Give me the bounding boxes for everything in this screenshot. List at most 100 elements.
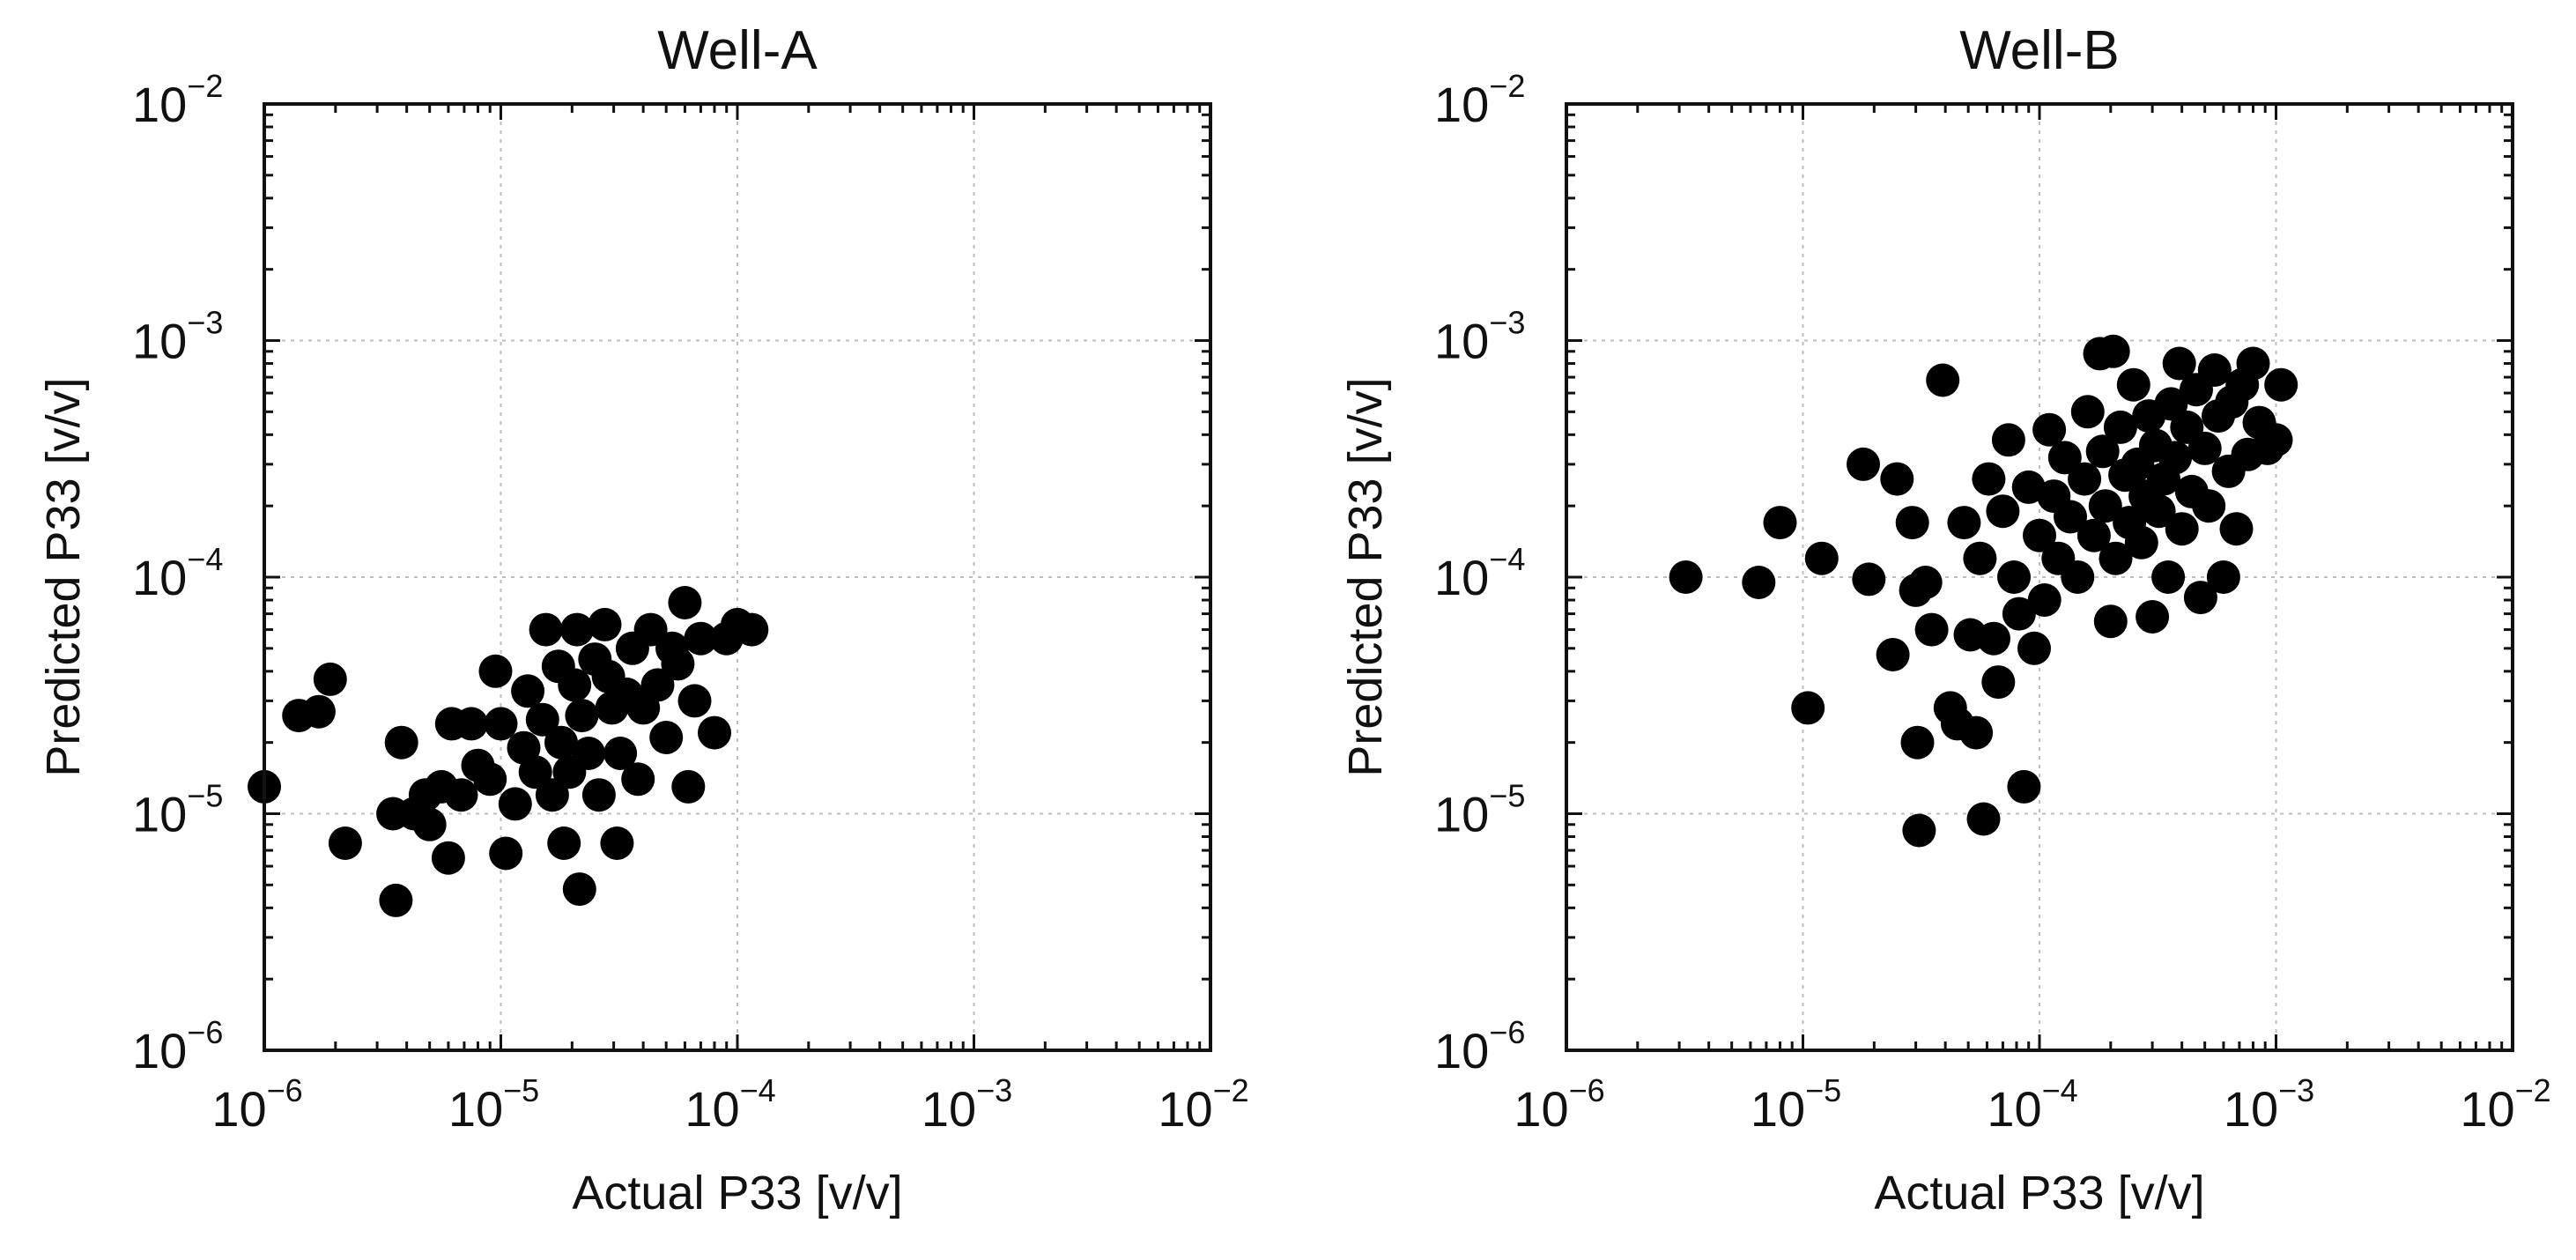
data-point — [489, 836, 523, 871]
data-point — [2136, 600, 2170, 634]
data-point — [313, 662, 347, 696]
data-point — [2236, 346, 2270, 381]
data-point — [2002, 597, 2036, 631]
data-point — [1895, 506, 1929, 540]
data-point — [444, 778, 478, 812]
data-point — [1926, 363, 1960, 397]
data-point — [1742, 566, 1776, 599]
x-tick-label: 10−2 — [1158, 1072, 1248, 1137]
data-point — [1966, 802, 2001, 836]
data-point — [649, 721, 684, 754]
data-point — [1880, 462, 1914, 496]
data-point — [1972, 462, 2006, 496]
panel-well-a: 10−6 10−5 10−4 10−3 10−2 10−6 10−5 10−4 10−3 10−2… — [37, 20, 1249, 1219]
data-point — [600, 826, 634, 860]
data-point — [684, 621, 718, 656]
data-point — [379, 883, 413, 917]
data-point — [1977, 621, 2010, 656]
data-point — [668, 586, 702, 619]
data-point — [2264, 367, 2298, 402]
data-point — [498, 787, 532, 821]
x-tick-label: 10−6 — [211, 1072, 302, 1137]
data-point — [698, 715, 731, 750]
data-point — [677, 684, 712, 718]
chart-title: Well-B — [1959, 20, 2119, 81]
data-point — [1847, 447, 1880, 481]
data-point — [301, 694, 336, 729]
data-point — [2142, 494, 2176, 529]
data-point — [1997, 560, 2031, 594]
data-point — [558, 668, 592, 702]
data-point — [581, 778, 616, 812]
data-point — [1981, 665, 2016, 700]
y-axis-label: Predicted P33 [v/v] — [37, 377, 90, 776]
chart-title: Well-A — [657, 20, 818, 81]
data-point — [2259, 423, 2293, 457]
data-point — [2068, 462, 2102, 496]
data-point — [1963, 541, 1997, 575]
data-point — [484, 707, 518, 741]
data-point — [2076, 518, 2111, 552]
data-point — [2192, 489, 2226, 523]
data-point — [2070, 395, 2105, 429]
data-point — [2151, 560, 2186, 594]
data-point — [2088, 489, 2122, 523]
data-point — [2206, 560, 2240, 594]
data-point — [1804, 541, 1839, 575]
scatter-series — [1669, 334, 2298, 848]
data-point — [328, 826, 362, 860]
data-point — [2032, 412, 2067, 447]
data-point — [603, 737, 638, 770]
data-point — [431, 841, 465, 875]
data-point — [2085, 434, 2120, 469]
data-point — [2061, 560, 2095, 594]
x-tick-label: 10−3 — [922, 1072, 1012, 1137]
data-point — [588, 607, 622, 641]
y-tick-label: 10−6 — [132, 1014, 223, 1078]
data-point — [2183, 581, 2217, 615]
data-point — [2047, 441, 2082, 475]
y-tick-label: 10−4 — [132, 541, 223, 605]
data-point — [640, 668, 675, 702]
scatter-series — [248, 586, 769, 917]
data-point — [2219, 512, 2254, 546]
data-point — [621, 762, 655, 797]
x-tick-label: 10−3 — [2224, 1072, 2314, 1137]
y-tick-label: 10−2 — [1434, 68, 1525, 132]
data-point — [2197, 353, 2232, 387]
y-tick-label: 10−5 — [132, 778, 223, 842]
data-point — [661, 647, 695, 681]
data-point — [1669, 560, 1703, 594]
data-point — [1991, 423, 2025, 457]
x-tick-label: 10−6 — [1514, 1072, 1604, 1137]
data-point — [2017, 631, 2051, 665]
data-point — [478, 654, 513, 688]
data-point — [412, 807, 447, 841]
data-point — [2158, 441, 2193, 475]
x-tick-label: 10−2 — [2460, 1072, 2550, 1137]
y-tick-label: 10−2 — [132, 68, 223, 132]
data-point — [1959, 715, 1994, 750]
data-point — [560, 612, 594, 647]
data-point — [1876, 638, 1910, 671]
data-point — [1763, 506, 1797, 540]
data-point — [565, 699, 599, 733]
x-tick-label: 10−4 — [685, 1072, 775, 1137]
data-point — [384, 725, 418, 760]
data-point — [1947, 506, 1981, 540]
data-point — [2027, 583, 2062, 617]
data-point — [547, 826, 581, 860]
data-point — [1914, 612, 1949, 647]
data-point — [1908, 566, 1943, 599]
x-tick-label: 10−4 — [1987, 1072, 2077, 1137]
y-axis-label: Predicted P33 [v/v] — [1339, 377, 1392, 776]
data-point — [2096, 334, 2130, 368]
data-point — [2093, 604, 2128, 639]
data-point — [529, 612, 563, 647]
data-point — [1900, 725, 1935, 760]
data-point — [535, 778, 569, 812]
x-tick-label: 10−5 — [448, 1072, 539, 1137]
y-tick-label: 10−5 — [1434, 778, 1525, 842]
data-point — [1986, 494, 2020, 529]
data-point — [572, 737, 606, 770]
